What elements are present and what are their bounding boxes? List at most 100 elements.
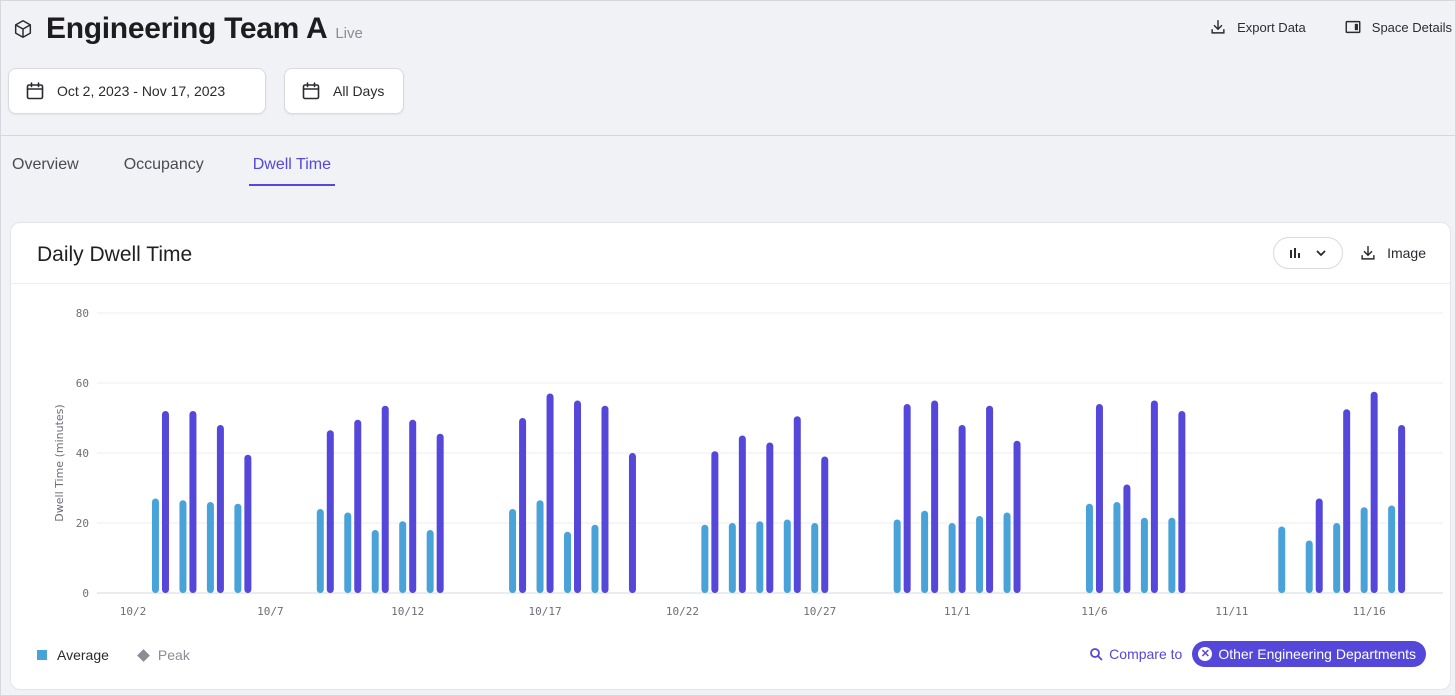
x-tick-label: 11/16 bbox=[1353, 605, 1386, 618]
average-bar bbox=[728, 523, 736, 593]
average-swatch bbox=[37, 650, 47, 660]
peak-bar bbox=[436, 433, 444, 593]
y-axis-label: Dwell Time (minutes) bbox=[53, 404, 66, 521]
x-tick-label: 11/11 bbox=[1215, 605, 1248, 618]
peak-bar bbox=[1150, 400, 1158, 593]
chart-type-dropdown[interactable] bbox=[1273, 237, 1344, 269]
peak-bar bbox=[821, 456, 829, 593]
peak-bar bbox=[216, 425, 224, 593]
peak-bar bbox=[161, 411, 169, 593]
x-tick-label: 10/7 bbox=[257, 605, 284, 618]
peak-bar bbox=[189, 411, 197, 593]
average-bar bbox=[893, 519, 901, 593]
calendar-icon bbox=[302, 82, 320, 100]
peak-bar bbox=[601, 405, 609, 593]
comparison-chip[interactable]: ✕ Other Engineering Departments bbox=[1192, 641, 1426, 667]
download-image-button[interactable]: Image bbox=[1359, 244, 1426, 262]
average-bar bbox=[316, 509, 324, 593]
average-bar bbox=[1140, 517, 1148, 593]
peak-bar bbox=[958, 425, 966, 593]
comparison-chip-label: Other Engineering Departments bbox=[1218, 646, 1416, 662]
dwell-time-card: Daily Dwell Time Image 0 20 40 60 80 Dwell Ti… bbox=[10, 222, 1451, 690]
peak-bar bbox=[766, 442, 774, 593]
peak-bar bbox=[381, 405, 389, 593]
peak-bar bbox=[793, 416, 801, 593]
peak-bar bbox=[1398, 425, 1406, 593]
peak-swatch bbox=[137, 648, 150, 662]
average-bar bbox=[206, 502, 214, 593]
calendar-icon bbox=[26, 82, 44, 100]
compare-section: Compare to ✕ Other Engineering Departmen… bbox=[1089, 641, 1426, 667]
top-actions: Export Data Space Details bbox=[1209, 18, 1452, 36]
average-bar bbox=[1003, 512, 1011, 593]
average-bar bbox=[151, 498, 159, 593]
average-bar bbox=[371, 530, 379, 593]
average-bar bbox=[1388, 505, 1396, 593]
peak-bar bbox=[903, 404, 911, 593]
peak-bar bbox=[738, 435, 746, 593]
peak-bar bbox=[628, 453, 636, 593]
chart-legend: Average Peak bbox=[37, 647, 190, 663]
average-bar bbox=[811, 523, 819, 593]
space-details-button[interactable]: Space Details bbox=[1344, 18, 1452, 36]
average-bar bbox=[976, 516, 984, 593]
dwell-time-chart: 0 20 40 60 80 Dwell Time (minutes) 10/2 10/7 10/… bbox=[53, 307, 1443, 618]
close-circle-icon[interactable]: ✕ bbox=[1198, 647, 1213, 661]
average-bar bbox=[1113, 502, 1121, 593]
image-label: Image bbox=[1387, 245, 1426, 261]
legend-average[interactable]: Average bbox=[37, 647, 109, 663]
export-data-button[interactable]: Export Data bbox=[1209, 18, 1306, 36]
average-bar bbox=[1278, 526, 1286, 593]
y-tick-label: 20 bbox=[76, 517, 89, 530]
x-tick-label: 10/12 bbox=[391, 605, 424, 618]
y-tick-label: 80 bbox=[76, 307, 89, 320]
peak-bar bbox=[1178, 411, 1186, 593]
average-bar bbox=[948, 523, 956, 593]
cube-icon bbox=[14, 20, 32, 38]
average-bar bbox=[756, 521, 764, 593]
tab-overview[interactable]: Overview bbox=[12, 156, 79, 173]
days-filter[interactable]: All Days bbox=[284, 68, 404, 114]
legend-peak-label: Peak bbox=[157, 647, 190, 663]
x-tick-label: 10/2 bbox=[120, 605, 147, 618]
export-data-label: Export Data bbox=[1237, 19, 1306, 35]
y-tick-label: 60 bbox=[76, 377, 89, 390]
peak-bar bbox=[986, 405, 994, 593]
peak-bar bbox=[1370, 391, 1378, 593]
y-tick-label: 40 bbox=[76, 447, 89, 460]
peak-bar bbox=[1095, 404, 1103, 593]
average-bar bbox=[564, 531, 572, 593]
peak-bar bbox=[931, 400, 939, 593]
card-title: Daily Dwell Time bbox=[37, 243, 193, 266]
chevron-down-icon bbox=[1316, 250, 1326, 257]
days-filter-label: All Days bbox=[333, 83, 385, 99]
x-tick-label: 11/1 bbox=[944, 605, 971, 618]
average-bar bbox=[536, 500, 544, 593]
x-tick-label: 11/6 bbox=[1081, 605, 1108, 618]
compare-to-button[interactable]: Compare to bbox=[1089, 646, 1182, 662]
average-bar bbox=[234, 503, 242, 593]
tab-bar: Overview Occupancy Dwell Time bbox=[12, 156, 335, 186]
date-range-label: Oct 2, 2023 - Nov 17, 2023 bbox=[57, 83, 226, 99]
tab-dwell-time[interactable]: Dwell Time bbox=[248, 156, 335, 186]
tab-occupancy[interactable]: Occupancy bbox=[123, 156, 204, 173]
peak-bar bbox=[244, 454, 252, 593]
date-range-picker[interactable]: Oct 2, 2023 - Nov 17, 2023 bbox=[8, 68, 266, 114]
header-divider bbox=[0, 135, 1456, 136]
compare-to-label: Compare to bbox=[1109, 646, 1183, 662]
average-bar bbox=[1085, 503, 1093, 593]
average-bar bbox=[921, 510, 929, 593]
x-tick-label: 10/22 bbox=[666, 605, 699, 618]
average-bar bbox=[509, 509, 517, 593]
y-tick-label: 0 bbox=[82, 587, 89, 600]
legend-peak[interactable]: Peak bbox=[137, 647, 190, 663]
peak-bar bbox=[519, 418, 527, 593]
average-bar bbox=[344, 512, 352, 593]
filters: Oct 2, 2023 - Nov 17, 2023 All Days bbox=[8, 68, 404, 114]
peak-bar bbox=[574, 400, 582, 593]
average-bar bbox=[426, 530, 434, 593]
average-bar bbox=[1305, 540, 1313, 593]
peak-bar bbox=[326, 430, 334, 593]
peak-bar bbox=[546, 393, 554, 593]
x-tick-label: 10/17 bbox=[528, 605, 561, 618]
